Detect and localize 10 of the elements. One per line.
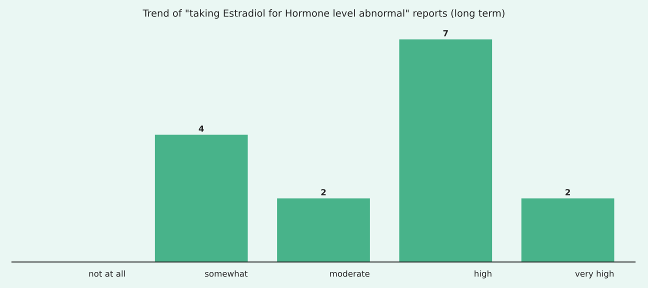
data-label: 7 <box>443 30 448 36</box>
x-tick-label: very high <box>575 270 614 278</box>
x-tick-label: somewhat <box>205 270 248 277</box>
x-tick-label: not at all <box>89 270 125 277</box>
data-label: 4 <box>198 126 204 132</box>
data-label: 2 <box>566 189 570 196</box>
data-label: 2 <box>321 189 326 196</box>
x-tick-label: high <box>474 270 492 278</box>
chart-title: Trend of "taking Estradiol for Hormone level abnormal" reports (long term) <box>142 9 504 19</box>
x-tick-label: moderate <box>330 270 370 277</box>
